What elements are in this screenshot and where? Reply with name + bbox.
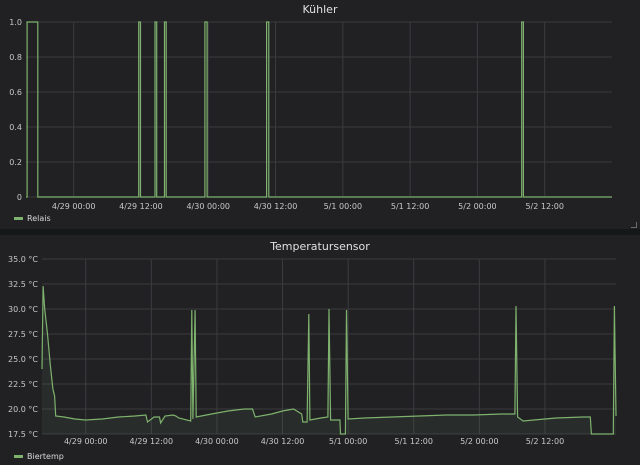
x-tick-label: 4/29 12:00 bbox=[119, 202, 163, 211]
legend-swatch-temperature bbox=[14, 455, 23, 458]
x-tick-label: 4/29 12:00 bbox=[130, 437, 174, 446]
temperature-panel: Temperatursensor 17.5 °C 20.0 °C 22.5 °C 25… bbox=[0, 235, 640, 465]
y-tick-label: 17.5 °C bbox=[8, 430, 38, 439]
y-tick-label: 0.2 bbox=[9, 158, 22, 167]
x-tick-label: 4/29 00:00 bbox=[64, 437, 108, 446]
resize-handle-icon[interactable] bbox=[631, 222, 637, 228]
x-tick-label: 5/2 00:00 bbox=[460, 437, 498, 446]
temperature-chart: 17.5 °C 20.0 °C 22.5 °C 25.0 °C 27.5 °C 30.0 … bbox=[8, 255, 617, 446]
y-tick-label: 0.8 bbox=[9, 53, 22, 62]
legend-label-temperature: Biertemp bbox=[27, 452, 64, 461]
x-tick-label: 5/2 12:00 bbox=[525, 202, 563, 211]
x-tick-label: 4/29 00:00 bbox=[52, 202, 96, 211]
y-tick-label: 20.0 °C bbox=[8, 405, 38, 414]
relay-panel: Kühler 0 0.2 0.4 0.6 0.8 1.0 4/29 00:00 4/29 12… bbox=[0, 0, 640, 229]
y-tick-label: 35.0 °C bbox=[8, 255, 38, 264]
series-line-relais bbox=[26, 21, 612, 198]
x-tick-label: 4/30 00:00 bbox=[186, 202, 230, 211]
legend-swatch-relay bbox=[14, 217, 23, 220]
x-tick-label: 4/30 00:00 bbox=[195, 437, 239, 446]
x-tick-label: 5/2 00:00 bbox=[458, 202, 496, 211]
y-tick-label: 27.5 °C bbox=[8, 330, 38, 339]
y-tick-label: 0.6 bbox=[9, 88, 22, 97]
legend-temperature[interactable]: Biertemp bbox=[14, 452, 64, 461]
y-tick-label: 0 bbox=[17, 193, 22, 202]
x-tick-label: 5/1 12:00 bbox=[394, 437, 432, 446]
y-tick-label: 22.5 °C bbox=[8, 380, 38, 389]
x-tick-label: 4/30 12:00 bbox=[254, 202, 298, 211]
legend-relay[interactable]: Relais bbox=[14, 214, 51, 223]
y-tick-label: 25.0 °C bbox=[8, 355, 38, 364]
panel-title-relay[interactable]: Kühler bbox=[302, 3, 338, 16]
series-line-biertemp bbox=[41, 285, 617, 435]
x-tick-label: 5/1 00:00 bbox=[324, 202, 362, 211]
y-tick-label: 0.4 bbox=[9, 123, 22, 132]
x-tick-label: 5/1 00:00 bbox=[329, 437, 367, 446]
x-tick-label: 5/2 12:00 bbox=[526, 437, 564, 446]
relay-chart: 0 0.2 0.4 0.6 0.8 1.0 4/29 00:00 4/29 12:00 4/30… bbox=[9, 18, 612, 211]
x-tick-label: 5/1 12:00 bbox=[391, 202, 429, 211]
y-tick-label: 32.5 °C bbox=[8, 280, 38, 289]
panel-title-temperature[interactable]: Temperatursensor bbox=[270, 240, 370, 253]
legend-label-relay: Relais bbox=[27, 214, 51, 223]
y-tick-label: 30.0 °C bbox=[8, 305, 38, 314]
x-tick-label: 4/30 12:00 bbox=[261, 437, 305, 446]
y-tick-label: 1.0 bbox=[9, 18, 22, 27]
